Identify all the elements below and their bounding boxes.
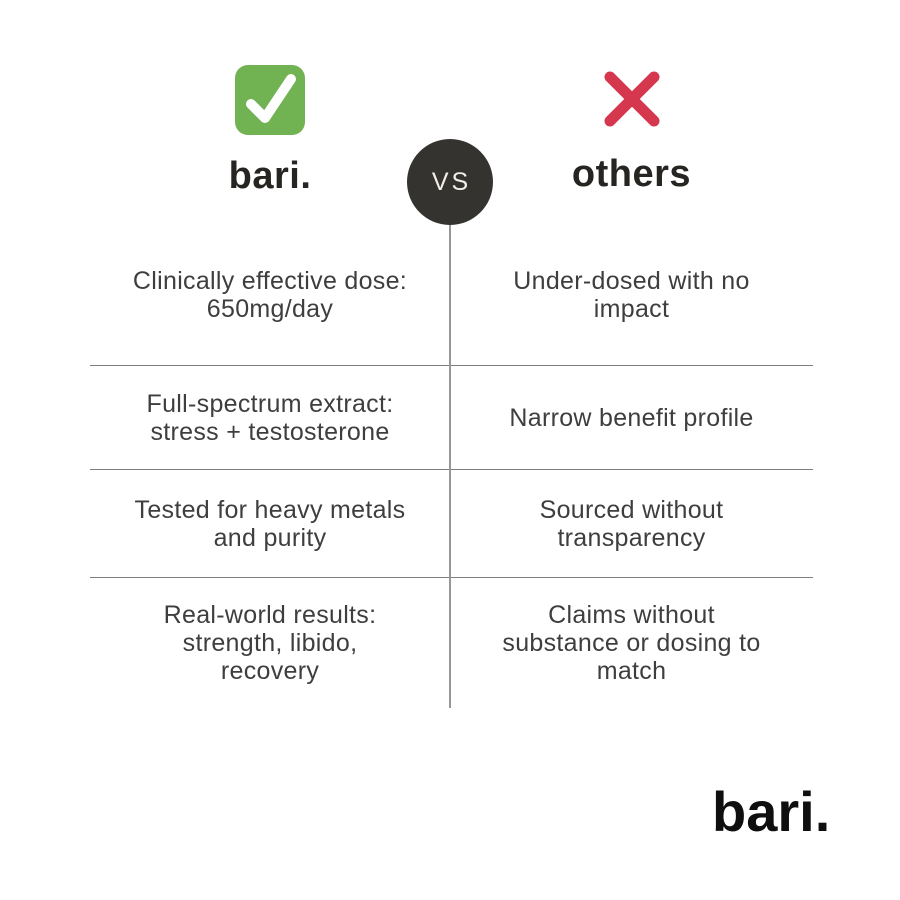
cell-competitor: Claims without substance or dosing to ma… — [502, 601, 761, 685]
x-icon — [597, 64, 667, 139]
table-row: Full-spectrum extract: stress + testoste… — [90, 366, 813, 470]
vs-badge-label: VS — [431, 167, 472, 196]
cell-brand: Real-world results: strength, libido, re… — [163, 601, 377, 685]
brand-logo: bari. — [712, 780, 831, 843]
table-row: Tested for heavy metals and purity Sourc… — [90, 470, 813, 578]
cell-brand: Clinically effective dose: 650mg/day — [132, 267, 408, 323]
cell-brand: Full-spectrum extract: stress + testoste… — [146, 389, 394, 446]
cell-competitor: Under-dosed with no impact — [513, 267, 750, 323]
header-brand-column: bari. — [90, 64, 450, 195]
header-competitor-column: others — [450, 64, 813, 193]
cell-competitor: Sourced without transparency — [539, 495, 724, 552]
vs-badge: VS — [407, 139, 493, 225]
cell-competitor: Narrow benefit profile — [509, 403, 754, 432]
table-row: Clinically effective dose: 650mg/day Und… — [90, 225, 813, 366]
comparison-table: Clinically effective dose: 650mg/day Und… — [90, 225, 813, 708]
check-icon — [234, 64, 306, 141]
table-row: Real-world results: strength, libido, re… — [90, 578, 813, 708]
competitor-title: others — [571, 153, 692, 195]
vertical-divider — [449, 224, 451, 708]
cell-brand: Tested for heavy metals and purity — [134, 495, 406, 552]
brand-title: bari. — [228, 155, 312, 197]
